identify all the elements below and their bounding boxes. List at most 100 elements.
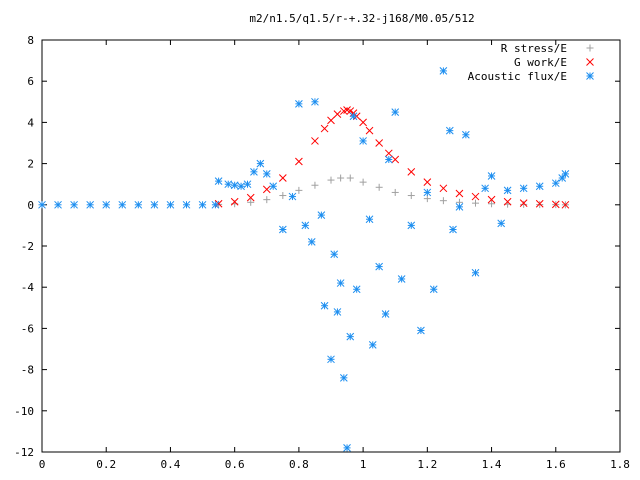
data-point: [439, 67, 448, 75]
data-point: [423, 195, 431, 203]
data-point: [375, 183, 383, 191]
data-point: [102, 200, 111, 209]
data-point: [503, 186, 512, 195]
data-point: [449, 225, 457, 234]
y-tick-label: 6: [27, 75, 34, 88]
data-point: [198, 200, 207, 209]
data-point: [38, 200, 46, 209]
data-point: [497, 219, 506, 228]
data-point: [481, 184, 489, 193]
data-point: [423, 178, 432, 186]
data-point: [214, 177, 223, 185]
data-point: [352, 285, 361, 294]
data-point: [455, 203, 464, 211]
data-point: [320, 124, 329, 133]
x-tick-label: 0.4: [161, 458, 181, 471]
y-tick-label: -4: [21, 281, 35, 294]
data-point: [429, 285, 438, 294]
data-point: [330, 250, 339, 259]
x-tick-label: 1.2: [417, 458, 437, 471]
data-point: [311, 137, 319, 145]
data-point: [384, 149, 393, 158]
data-point: [86, 200, 95, 209]
data-point: [519, 184, 528, 193]
data-point: [365, 126, 374, 135]
data-point: [311, 181, 319, 189]
data-point: [455, 189, 464, 198]
data-point: [375, 139, 384, 147]
data-point: [384, 155, 393, 164]
data-point: [327, 176, 335, 184]
x-tick-label: 0.8: [289, 458, 309, 471]
y-tick-label: -8: [21, 364, 34, 377]
data-point: [368, 341, 377, 349]
data-point: [359, 118, 367, 127]
data-point: [397, 275, 406, 283]
data-point: [327, 116, 335, 125]
data-point: [391, 155, 400, 164]
legend-marker: [586, 44, 594, 52]
y-tick-label: -6: [21, 322, 34, 335]
data-point: [551, 200, 560, 209]
data-point: [269, 182, 278, 191]
data-point: [288, 192, 297, 201]
y-tick-label: -10: [14, 405, 34, 418]
legend-label: R stress/E: [501, 42, 567, 55]
y-tick-label: 2: [27, 158, 34, 171]
data-point: [487, 195, 496, 204]
data-point: [278, 174, 287, 182]
data-point: [558, 174, 567, 182]
legend-label: Acoustic flux/E: [468, 70, 567, 83]
data-point: [472, 199, 479, 207]
data-point: [359, 178, 367, 186]
data-point: [462, 130, 470, 139]
data-point: [381, 310, 390, 318]
y-tick-label: -2: [21, 240, 34, 253]
data-point: [295, 100, 303, 108]
data-point: [327, 355, 335, 364]
data-point: [333, 308, 342, 316]
legend-label: G work/E: [514, 56, 567, 69]
plot-frame: [41, 39, 621, 453]
data-point: [349, 112, 358, 121]
data-point: [520, 200, 528, 208]
x-tick-label: 1.8: [610, 458, 630, 471]
x-tick-label: 0.6: [225, 458, 245, 471]
data-point: [134, 200, 143, 209]
data-point: [471, 268, 480, 277]
data-point: [250, 167, 258, 176]
data-point: [247, 198, 255, 206]
data-point: [391, 188, 399, 196]
legend-marker: [586, 58, 594, 66]
data-point: [407, 167, 416, 176]
data-point: [503, 197, 512, 206]
data-point: [343, 444, 351, 452]
series-layer: [38, 67, 570, 452]
chart-title: m2/n1.5/q1.5/r-+.32-j168/M0.05/512: [249, 12, 474, 25]
data-point: [311, 97, 319, 106]
data-point: [279, 192, 287, 200]
data-point: [211, 200, 220, 209]
x-tick-label: 0: [39, 458, 46, 471]
data-point: [487, 172, 496, 180]
data-point: [561, 200, 570, 209]
data-point: [535, 199, 544, 208]
data-point: [337, 174, 345, 182]
data-point: [346, 174, 354, 182]
data-point: [445, 126, 454, 135]
data-point: [230, 181, 239, 190]
plot-border: [41, 39, 621, 453]
data-point: [359, 137, 367, 145]
x-tick-label: 1: [360, 458, 367, 471]
data-point: [182, 200, 191, 209]
data-point: [150, 200, 159, 209]
data-point: [118, 200, 127, 209]
data-point: [307, 238, 316, 246]
series-2: [38, 67, 570, 452]
data-point: [488, 200, 496, 208]
data-point: [256, 159, 265, 168]
data-point: [295, 186, 303, 194]
data-point: [439, 184, 448, 193]
